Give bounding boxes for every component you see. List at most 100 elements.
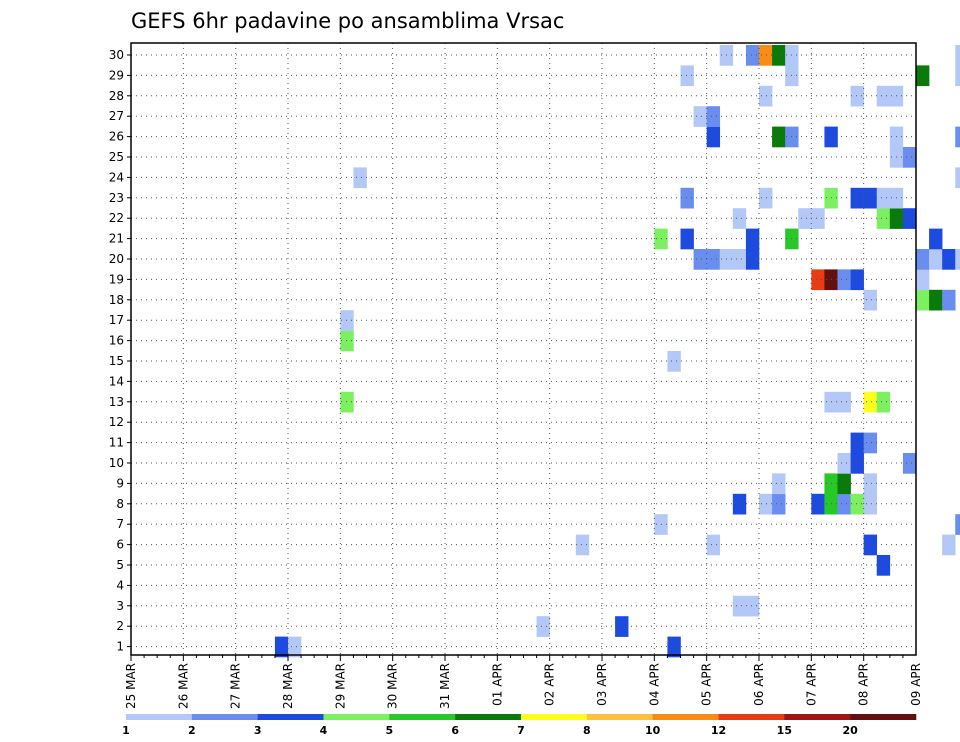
- precip-cell: [916, 249, 930, 270]
- y-tick-label: 24: [109, 170, 124, 184]
- colorbar-label: 3: [254, 724, 262, 737]
- x-tick-label: 28 MAR: [281, 663, 295, 709]
- colorbar-swatch: [586, 714, 653, 720]
- precip-cell: [850, 453, 864, 474]
- precip-cell: [575, 534, 590, 556]
- precip-cell: [706, 106, 721, 127]
- colorbar-swatch: [191, 714, 258, 720]
- precip-cell: [706, 249, 721, 270]
- colorbar-label: 15: [777, 724, 792, 737]
- y-tick-label: 22: [109, 211, 124, 225]
- precip-cell: [863, 534, 878, 556]
- y-tick-label: 2: [116, 619, 124, 633]
- y-tick-label: 17: [109, 313, 124, 327]
- precip-cell: [876, 208, 891, 229]
- y-tick-label: 19: [109, 272, 124, 286]
- colorbar-label: 20: [843, 724, 859, 737]
- y-tick-label: 12: [109, 415, 124, 429]
- precip-cell: [837, 473, 851, 495]
- precip-cell: [863, 289, 878, 311]
- precip-cell: [759, 45, 773, 66]
- y-tick-label: 9: [116, 476, 124, 490]
- colorbar-label: 1: [122, 724, 130, 737]
- precip-cell: [837, 269, 851, 291]
- precip-cell: [759, 493, 773, 515]
- x-tick-label: 07 APR: [804, 663, 818, 706]
- x-tick-label: 04 APR: [647, 663, 661, 706]
- precip-cell: [837, 391, 851, 413]
- y-tick-label: 18: [109, 293, 124, 307]
- y-tick-label: 3: [116, 599, 124, 613]
- colorbar-swatch: [389, 714, 456, 720]
- precip-cell: [745, 595, 760, 617]
- precip-cell: [902, 208, 917, 229]
- precip-cell: [955, 249, 960, 270]
- colorbar-swatch: [323, 714, 390, 720]
- x-tick-label: 02 APR: [543, 663, 557, 706]
- precip-cell: [863, 187, 878, 209]
- precip-cell: [732, 493, 747, 515]
- precip-cell: [850, 269, 864, 291]
- x-tick-label: 09 APR: [909, 663, 923, 706]
- colorbar-swatch: [850, 714, 917, 720]
- x-tick-label: 29 MAR: [333, 663, 347, 709]
- precip-cell: [955, 514, 960, 535]
- precip-cell: [902, 147, 917, 168]
- precip-cell: [876, 187, 891, 209]
- y-tick-label: 4: [116, 578, 124, 592]
- colorbar-label: 7: [517, 724, 525, 737]
- x-tick-label: 08 APR: [857, 663, 871, 706]
- y-tick-label: 29: [109, 68, 124, 82]
- precip-cell: [850, 432, 864, 454]
- colorbar-label: 10: [645, 724, 661, 737]
- precip-cell: [772, 493, 786, 515]
- y-tick-label: 5: [116, 558, 124, 572]
- precip-cell: [340, 310, 354, 331]
- precip-cell: [863, 391, 878, 413]
- x-tick-label: 27 MAR: [229, 663, 243, 709]
- precip-cell: [759, 85, 773, 107]
- precip-cell: [837, 493, 851, 515]
- precip-cell: [732, 249, 747, 270]
- y-tick-label: 15: [109, 354, 124, 368]
- precip-cell: [955, 167, 960, 189]
- precip-cell: [850, 187, 864, 209]
- precip-cell: [706, 534, 721, 556]
- y-tick-label: 25: [109, 150, 124, 164]
- colorbar-label: 4: [320, 724, 328, 737]
- precip-cell: [876, 391, 891, 413]
- precip-cell: [680, 65, 694, 87]
- precip-cell: [863, 473, 878, 495]
- precip-cell: [693, 106, 707, 127]
- colorbar-swatch: [126, 714, 193, 720]
- precip-cell: [745, 228, 760, 250]
- x-tick-label: 01 APR: [490, 663, 504, 706]
- y-tick-label: 10: [109, 456, 124, 470]
- y-tick-label: 11: [109, 436, 124, 450]
- x-tick-label: 25 MAR: [124, 663, 138, 709]
- precip-cell: [772, 473, 786, 495]
- precip-cell: [929, 228, 943, 250]
- grid-layer: [131, 43, 916, 655]
- precip-cell: [340, 391, 354, 413]
- colorbar-label: 5: [386, 724, 394, 737]
- precip-cell: [916, 65, 930, 87]
- precip-cell: [850, 85, 864, 107]
- precip-cell: [955, 65, 960, 87]
- precip-cell: [288, 636, 302, 658]
- precip-cell: [732, 595, 747, 617]
- precip-cell: [667, 351, 681, 372]
- colorbar-swatch: [521, 714, 588, 720]
- x-tick-label: 03 APR: [595, 663, 609, 706]
- precip-cell: [353, 167, 367, 189]
- precip-cell: [916, 269, 930, 291]
- y-tick-label: 6: [116, 538, 124, 552]
- y-tick-label: 27: [109, 109, 124, 123]
- precip-cell: [680, 187, 694, 209]
- precip-cell: [811, 269, 825, 291]
- chart-title: GEFS 6hr padavine po ansamblima Vrsac: [131, 9, 564, 33]
- colorbar-label: 12: [711, 724, 726, 737]
- precip-cell: [732, 208, 747, 229]
- precip-cell: [942, 249, 956, 270]
